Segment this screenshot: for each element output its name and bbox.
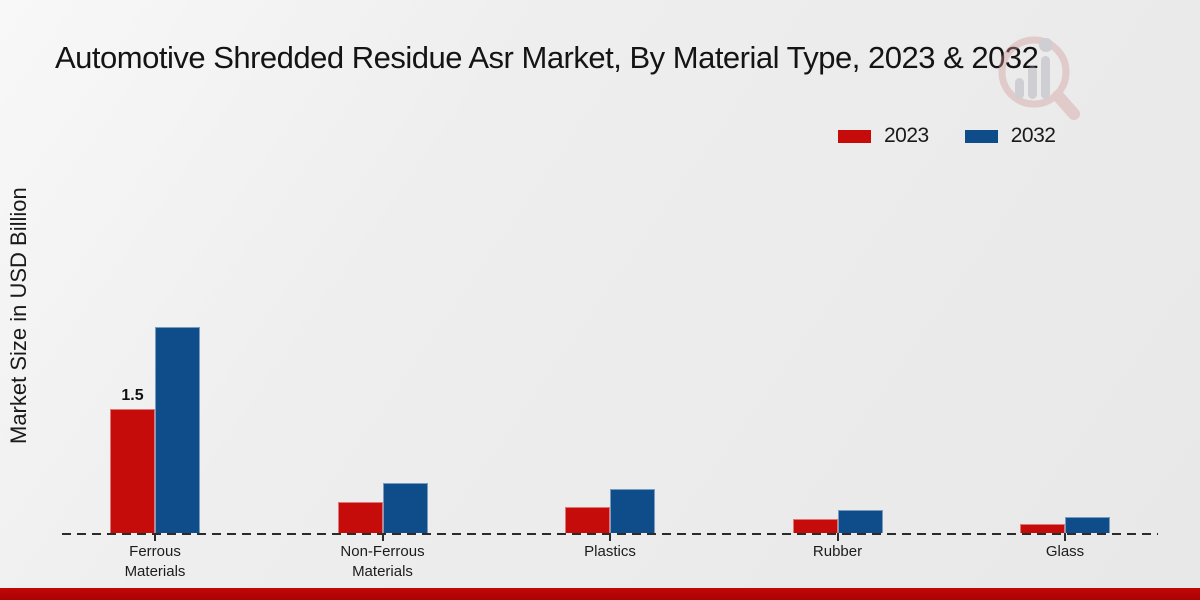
- footer-band: [0, 588, 1200, 600]
- legend-item-2032: 2032: [964, 124, 1056, 148]
- legend-label-2023: 2023: [884, 124, 929, 147]
- category-label-non-ferrous-materials: Non-Ferrous Materials: [340, 543, 425, 581]
- x-axis-tick-rubber: [836, 533, 839, 541]
- bar-2023-glass: [1020, 524, 1065, 533]
- legend-swatch-2032: [964, 129, 998, 143]
- legend: 2023 2032: [838, 124, 1056, 148]
- bar-2032-plastics: [610, 489, 655, 533]
- bar-2032-glass: [1065, 517, 1110, 533]
- bar-2023-rubber: [792, 519, 838, 533]
- watermark-logo-icon: [998, 36, 1080, 120]
- bar-2032-ferrous-materials: [155, 327, 200, 533]
- x-axis-tick-non-ferrous-materials: [381, 533, 384, 541]
- legend-item-2023: 2023: [838, 124, 929, 148]
- category-label-glass: Glass: [1045, 543, 1085, 560]
- category-label-rubber: Rubber: [812, 543, 863, 560]
- bar-2023-non-ferrous-materials: [337, 502, 383, 533]
- x-axis-tick-glass: [1064, 533, 1066, 541]
- category-label-plastics: Plastics: [584, 543, 636, 560]
- legend-swatch-2023: [838, 129, 871, 143]
- bar-2032-non-ferrous-materials: [382, 483, 428, 533]
- page-title: Automotive Shredded Residue Asr Market, …: [55, 40, 1039, 75]
- bar-2023-plastics: [565, 507, 610, 533]
- x-axis-tick-ferrous-materials: [154, 533, 156, 541]
- bar-value-label-2023-ferrous-materials: 1.5: [121, 387, 144, 404]
- x-axis-tick-plastics: [609, 533, 611, 541]
- bar-2032-rubber: [837, 510, 883, 533]
- legend-label-2032: 2032: [1010, 124, 1056, 147]
- category-label-ferrous-materials: Ferrous Materials: [124, 543, 186, 581]
- bar-2023-ferrous-materials: [110, 409, 155, 533]
